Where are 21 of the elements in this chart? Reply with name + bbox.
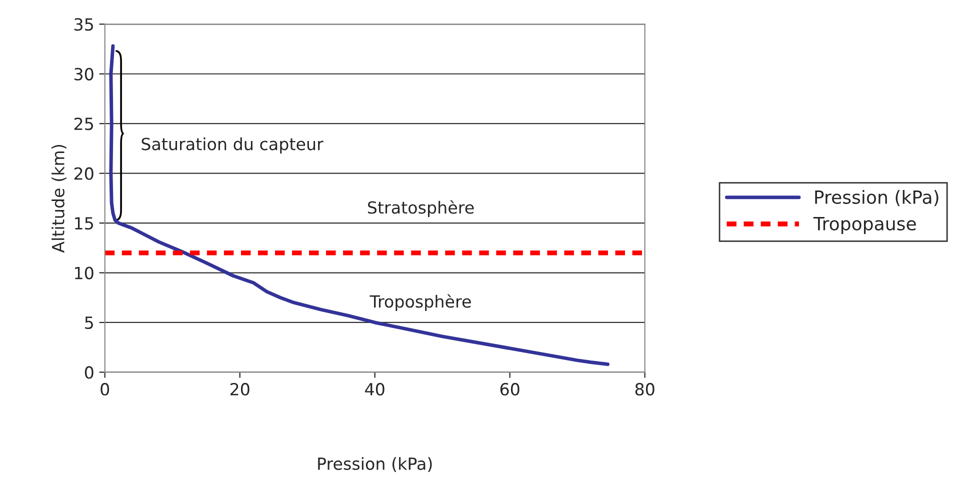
y-tick-label: 35	[74, 18, 93, 31]
y-tick-label: 15	[75, 217, 93, 230]
line-series	[109, 44, 610, 366]
x-tick-label: 20	[230, 382, 250, 396]
y-tick-label: 0	[84, 366, 94, 379]
y-tick-label: 10	[75, 266, 94, 280]
y-tick-label: 5	[85, 316, 93, 330]
y-tick-label: 25	[74, 118, 93, 130]
x-tick-label: 40	[365, 382, 384, 396]
y-axis-title: Altitude (km)	[52, 144, 66, 253]
annotation: Saturation du capteur	[142, 137, 324, 154]
y-tick-label: 20	[74, 167, 94, 180]
legend-label: Tropopause	[813, 217, 916, 234]
x-tick-label: 60	[500, 382, 520, 396]
x-tick-label: 0	[100, 382, 110, 396]
legend-label: Pression (kPa)	[815, 190, 938, 206]
y-tick-label: 30	[74, 68, 94, 80]
x-axis-title: Pression (kPa)	[318, 457, 432, 472]
annotation: Stratosphère	[368, 200, 474, 218]
annotation: Troposphère	[370, 294, 471, 311]
x-tick-label: 80	[635, 382, 654, 396]
